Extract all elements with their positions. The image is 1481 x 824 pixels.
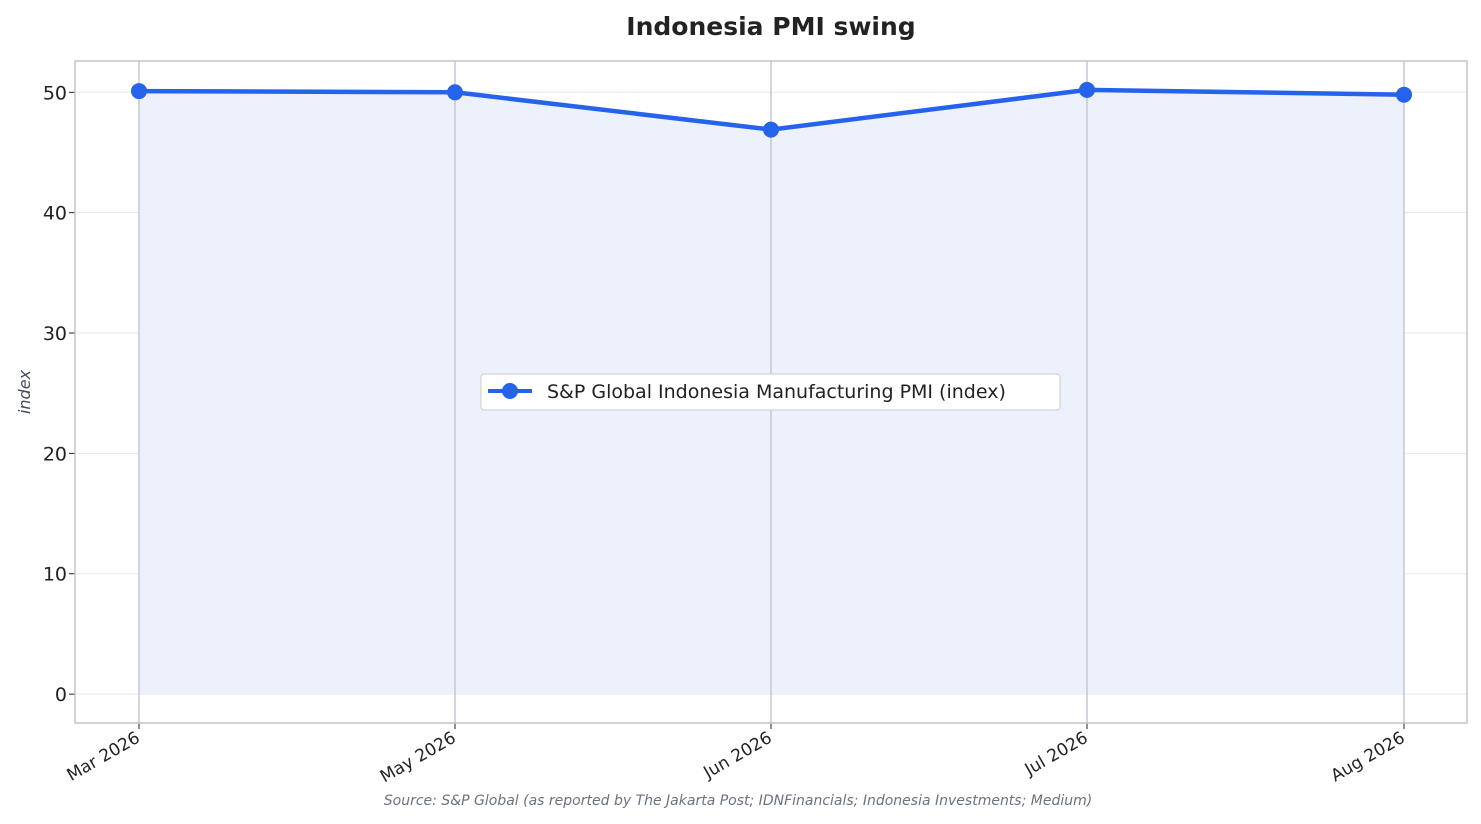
y-axis-label: index bbox=[15, 369, 34, 414]
data-point bbox=[447, 84, 463, 101]
plot-area: 0 10 20 30 40 50 Mar 2026 May 2026 Jun 2026 Jul 2… bbox=[43, 60, 1468, 787]
legend-label: S&P Global Indonesia Manufacturing PMI (… bbox=[547, 381, 1006, 403]
x-tick-label: Jun 2026 bbox=[699, 728, 775, 783]
legend-dot-marker bbox=[502, 383, 518, 399]
plot-frame bbox=[74, 60, 1468, 724]
data-point bbox=[763, 121, 779, 138]
legend-box bbox=[480, 373, 1061, 411]
y-tick-label: 50 bbox=[43, 82, 67, 104]
y-tick-label: 0 bbox=[55, 684, 67, 706]
x-tick-label: May 2026 bbox=[377, 728, 460, 787]
data-point bbox=[1396, 86, 1412, 103]
x-tick-label: Mar 2026 bbox=[64, 728, 144, 786]
x-tick-label: Aug 2026 bbox=[1328, 728, 1409, 786]
y-tick-label: 10 bbox=[43, 564, 67, 586]
chart-title: Indonesia PMI swing bbox=[626, 12, 915, 41]
x-tick-label: Jul 2026 bbox=[1021, 728, 1092, 780]
y-tick-label: 20 bbox=[43, 443, 67, 465]
source-note: Source: S&P Global (as reported by The J… bbox=[384, 793, 1092, 809]
y-tick-label: 40 bbox=[43, 203, 67, 225]
y-tick-label: 30 bbox=[43, 323, 67, 345]
legend: S&P Global Indonesia Manufacturing PMI (… bbox=[480, 373, 1061, 411]
data-point bbox=[131, 83, 147, 100]
data-point bbox=[1079, 81, 1095, 98]
